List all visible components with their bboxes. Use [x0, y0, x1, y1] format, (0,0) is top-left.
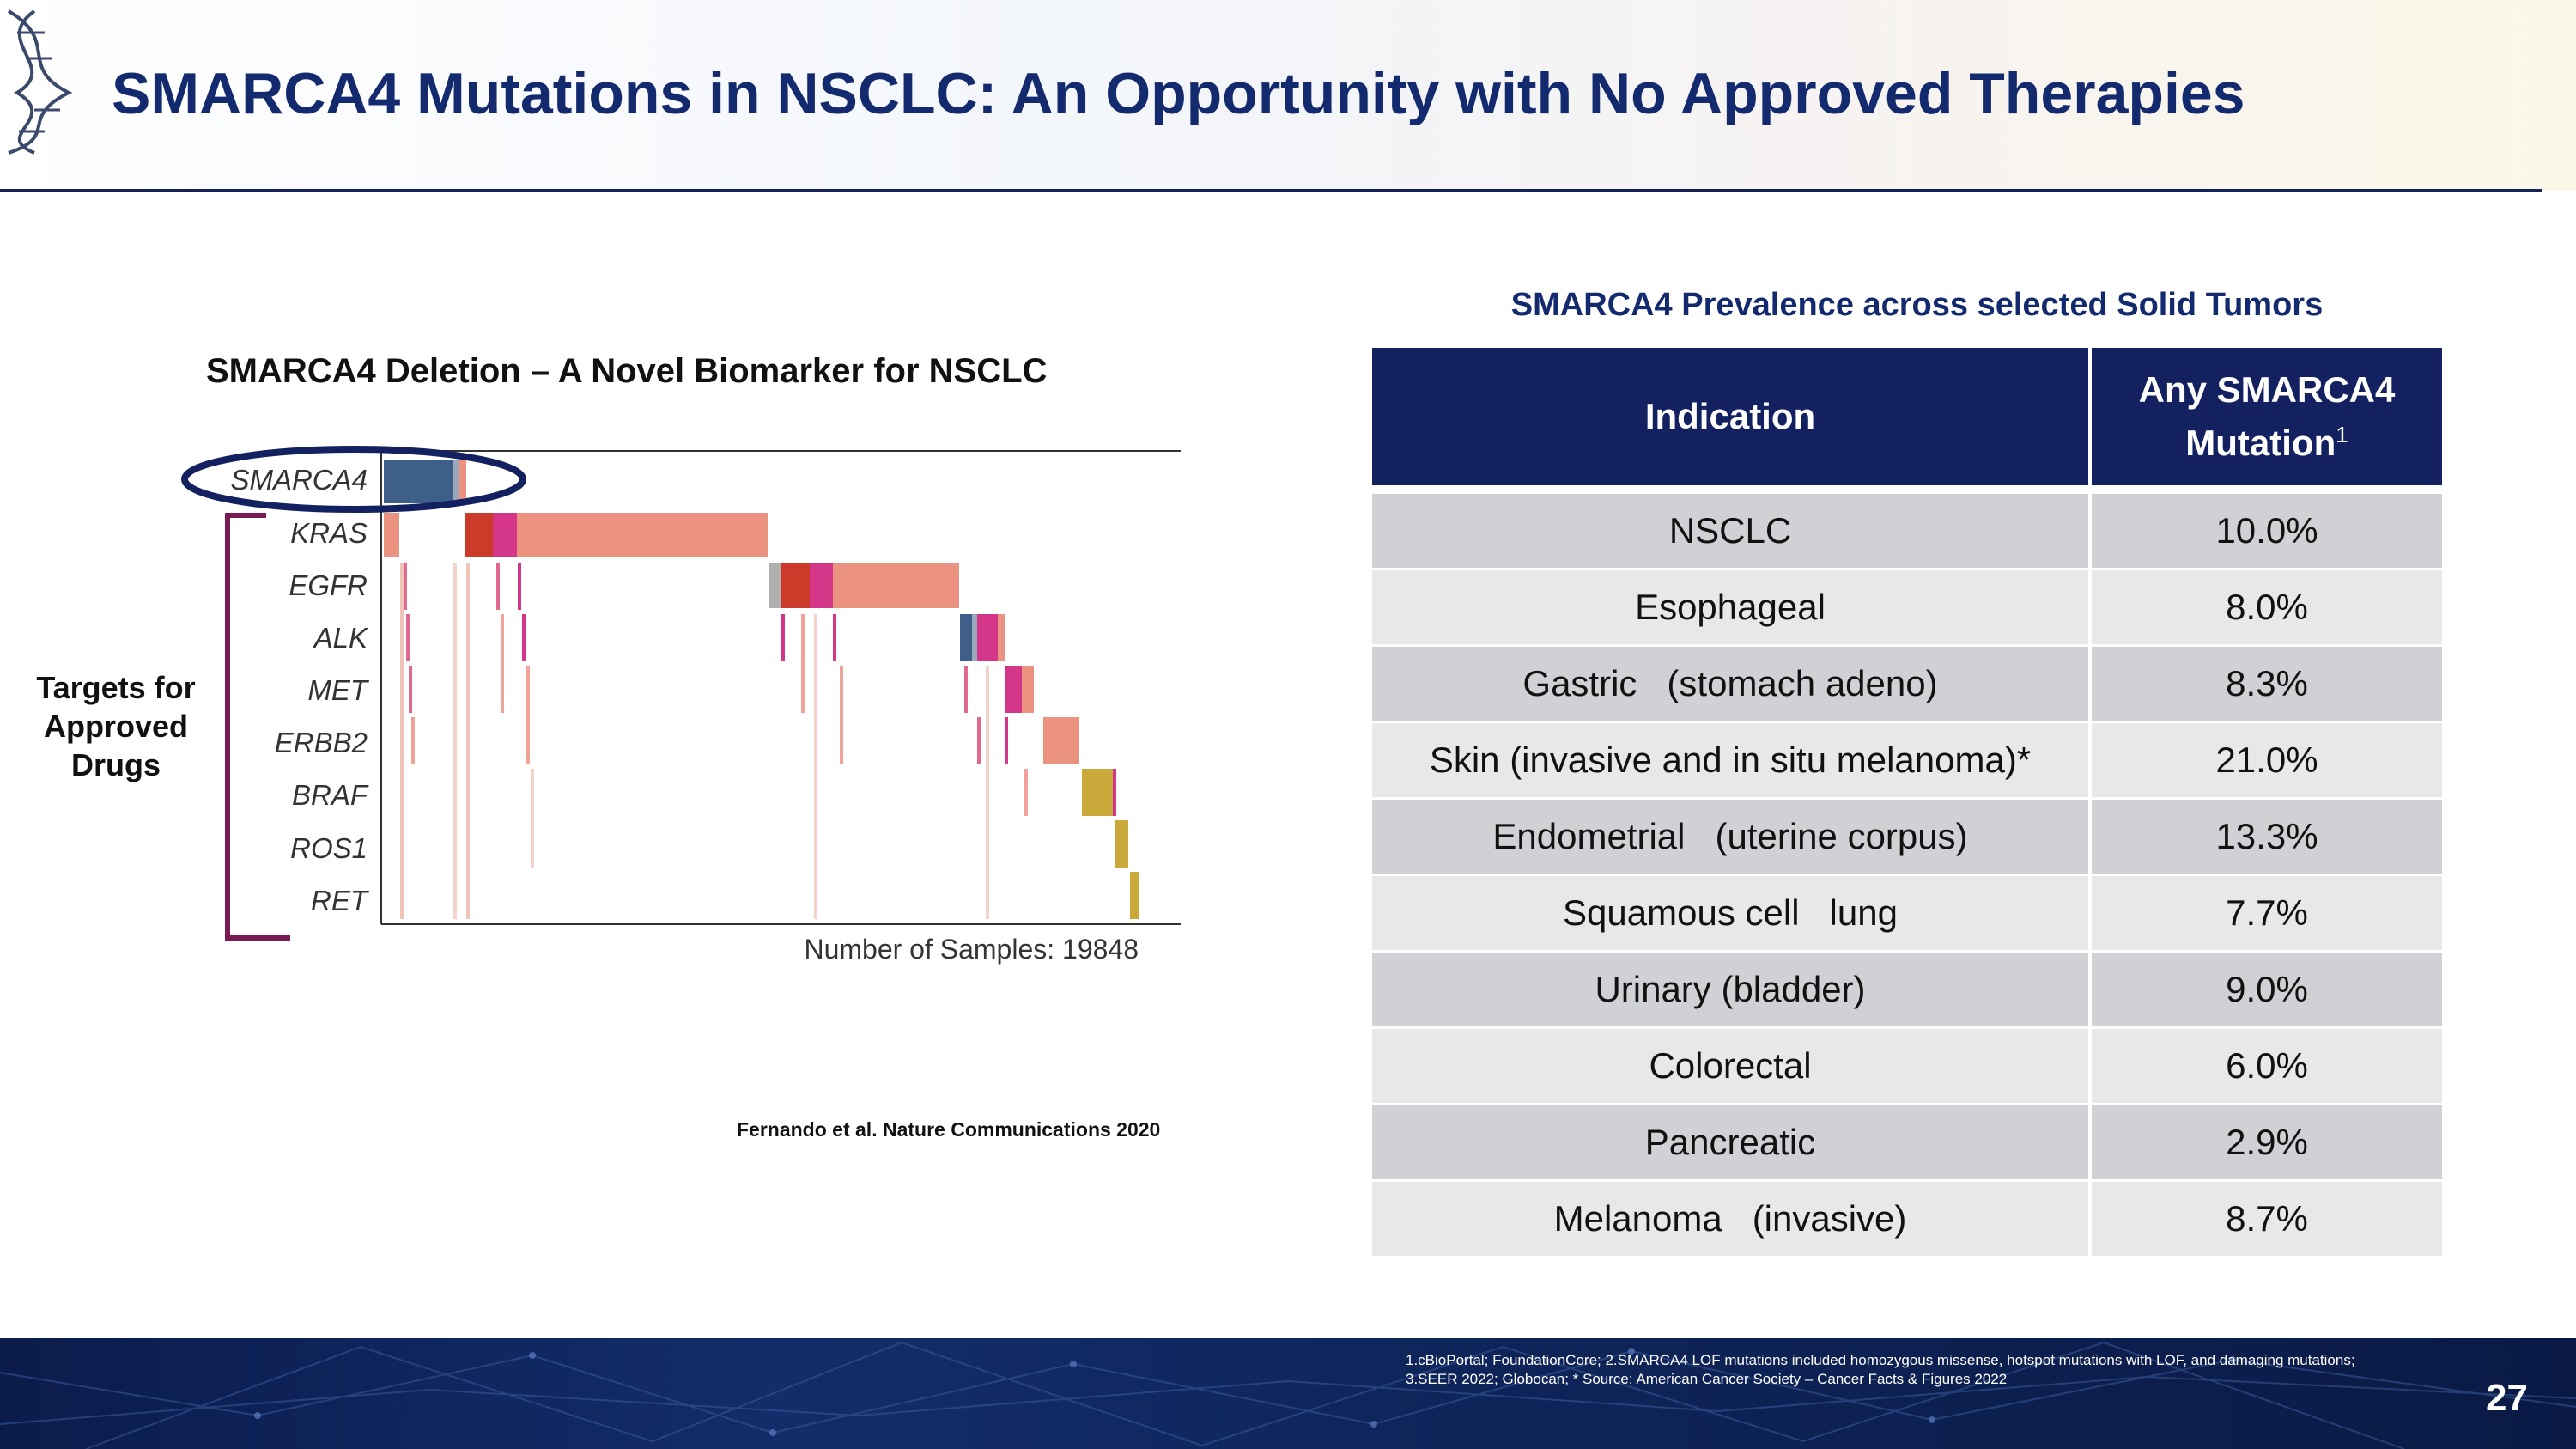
sample-ticks [400, 563, 1028, 919]
samples-label: Number of Samples: 19848 [804, 934, 1139, 965]
indication-cell: Endometrial (uterine corpus) [1372, 800, 2092, 874]
braf-mutation-bar [1113, 769, 1116, 816]
prevalence-table: Indication Any SMARCA4 Mutation1 NSCLC 10… [1372, 348, 2442, 1258]
value-cell: 13.3% [2215, 816, 2318, 856]
footer-band [0, 1338, 2576, 1449]
table-row: Pancreatic 2.9% [1372, 1105, 2442, 1179]
braf-mutation-bar [1082, 769, 1113, 816]
indication-cell: Colorectal [1372, 1029, 2092, 1103]
egfr-mutation-bar [833, 563, 959, 608]
gene-label: SMARCA4 [230, 464, 368, 496]
footnote: 1.cBioPortal; FoundationCore; 2.SMARCA4 … [1406, 1352, 2355, 1387]
met-mutation-bar [1022, 666, 1034, 713]
table-row: Endometrial (uterine corpus) 13.3% [1372, 800, 2442, 874]
table-row: Squamous cell lung 7.7% [1372, 876, 2442, 950]
alk-mutation-bar [977, 614, 998, 661]
value-cell: 9.0% [2226, 969, 2308, 1009]
table-row: Colorectal 6.0% [1372, 1029, 2442, 1103]
indication-cell: Squamous cell lung [1372, 876, 2092, 950]
table-header: Indication Any SMARCA4 Mutation1 [1372, 348, 2442, 485]
indication-cell: Urinary (bladder) [1372, 953, 2092, 1026]
header-band [0, 0, 2576, 191]
table-row: Gastric (stomach adeno) 8.3% [1372, 647, 2442, 721]
gene-label: BRAF [292, 779, 369, 811]
oncoprint-figure: SMARCA4 KRAS EGFR ALK MET ERBB2 BRAF ROS… [181, 446, 1181, 965]
gene-label: RET [311, 885, 370, 916]
header-mutation-footnote: 1 [2336, 422, 2348, 447]
targets-bracket [225, 513, 290, 941]
header-divider [0, 189, 2542, 192]
met-mutation-bar [1005, 666, 1022, 713]
header-indication: Indication [1372, 348, 2092, 485]
smarca4-mutation-bar [459, 460, 466, 503]
chart-title: SMARCA4 Deletion – A Novel Biomarker for… [206, 352, 1048, 390]
gene-label: ALK [313, 622, 369, 654]
ret-mutation-bar [1130, 872, 1139, 919]
value-cell: 8.7% [2226, 1198, 2308, 1239]
indication-cell: Gastric (stomach adeno) [1372, 647, 2092, 721]
kras-mutation-bar [517, 513, 768, 557]
dna-logo-icon [7, 9, 73, 155]
alk-mutation-bar [960, 614, 972, 661]
alk-mutation-bar [972, 614, 977, 661]
kras-mutation-bar [465, 513, 493, 557]
gene-label: EGFR [289, 569, 368, 601]
page-number: 27 [2486, 1377, 2528, 1419]
alk-mutation-bar [998, 614, 1005, 661]
indication-cell: Melanoma (invasive) [1372, 1182, 2092, 1256]
gene-label: ROS1 [290, 832, 368, 864]
citation: Fernando et al. Nature Communications 20… [737, 1118, 1161, 1141]
egfr-mutation-bar [810, 563, 833, 608]
header-mutation-label: Any SMARCA4 Mutation [2138, 369, 2396, 463]
kras-mutation-bar [493, 513, 517, 557]
ros1-mutation-bar [1115, 820, 1128, 868]
page-title: SMARCA4 Mutations in NSCLC: An Opportuni… [112, 61, 2245, 126]
value-cell: 7.7% [2226, 892, 2308, 933]
table-row: Esophageal 8.0% [1372, 570, 2442, 644]
value-cell: 8.3% [2226, 663, 2308, 703]
kras-mutation-bar [384, 513, 399, 557]
header-mutation: Any SMARCA4 Mutation1 [2092, 348, 2442, 485]
indication-cell: NSCLC [1372, 494, 2092, 568]
table-row: NSCLC 10.0% [1372, 494, 2442, 568]
egfr-mutation-bar [781, 563, 810, 608]
gene-label: MET [307, 674, 370, 706]
indication-cell: Skin (invasive and in situ melanoma)* [1372, 723, 2092, 797]
value-cell: 8.0% [2226, 587, 2308, 627]
smarca4-deletion-bar [384, 460, 453, 503]
smarca4-highlight-circle [181, 446, 526, 513]
gene-label: KRAS [290, 517, 368, 549]
table-row: Melanoma (invasive) 8.7% [1372, 1182, 2442, 1256]
gene-label: ERBB2 [275, 727, 368, 758]
table-row: Urinary (bladder) 9.0% [1372, 953, 2442, 1026]
targets-label: Targets for Approved Drugs [36, 670, 196, 782]
egfr-mutation-bar [769, 563, 781, 608]
network-background-icon [0, 1341, 2576, 1449]
value-cell: 2.9% [2226, 1122, 2308, 1162]
smarca4-mutation-bar [453, 460, 459, 503]
erbb2-mutation-bar [1043, 717, 1079, 764]
value-cell: 21.0% [2215, 740, 2318, 780]
table-title: SMARCA4 Prevalence across selected Solid… [1510, 287, 2324, 323]
indication-cell: Esophageal [1372, 570, 2092, 644]
indication-cell: Pancreatic [1372, 1105, 2092, 1179]
value-cell: 10.0% [2215, 510, 2318, 551]
value-cell: 6.0% [2226, 1045, 2308, 1086]
table-row: Skin (invasive and in situ melanoma)* 21.… [1372, 723, 2442, 797]
